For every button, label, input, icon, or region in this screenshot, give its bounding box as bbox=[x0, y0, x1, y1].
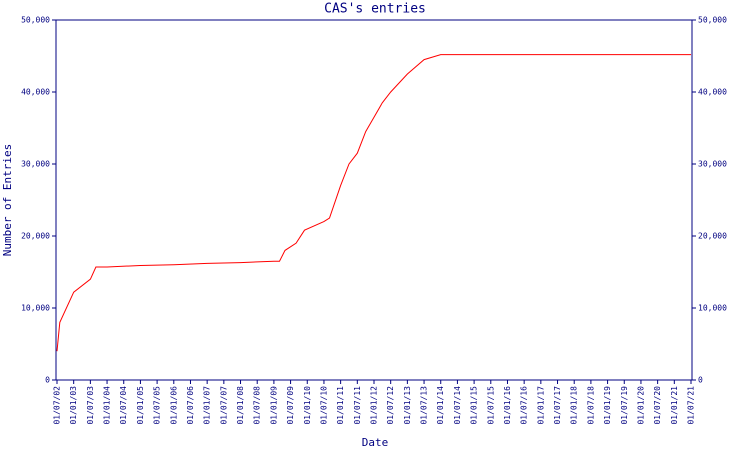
x-tick-label: 01/07/19 bbox=[620, 386, 629, 425]
x-tick-label: 01/01/03 bbox=[69, 386, 78, 425]
x-tick-label: 01/07/09 bbox=[286, 386, 295, 425]
x-tick-label: 01/07/17 bbox=[553, 386, 562, 425]
x-tick-label: 01/01/04 bbox=[103, 386, 112, 425]
y-tick-label: 30,000 bbox=[21, 160, 50, 169]
y-tick-label: 20,000 bbox=[21, 232, 50, 241]
x-tick-label: 01/07/16 bbox=[520, 386, 529, 425]
x-tick-label: 01/07/11 bbox=[353, 386, 362, 425]
x-tick-label: 01/07/20 bbox=[653, 386, 662, 425]
x-tick-label: 01/01/10 bbox=[303, 386, 312, 425]
y-tick-label: 50,000 bbox=[21, 16, 50, 25]
y-tick-label: 0 bbox=[45, 376, 50, 385]
x-tick-label: 01/01/21 bbox=[670, 386, 679, 425]
x-tick-label: 01/07/04 bbox=[119, 386, 128, 425]
x-tick-label: 01/07/14 bbox=[453, 386, 462, 425]
x-tick-label: 01/07/13 bbox=[420, 386, 429, 425]
x-tick-label: 01/01/17 bbox=[536, 386, 545, 425]
x-tick-label: 01/01/20 bbox=[636, 386, 645, 425]
x-tick-label: 01/07/08 bbox=[253, 386, 262, 425]
y2-tick-label: 30,000 bbox=[698, 160, 727, 169]
y2-tick-label: 50,000 bbox=[698, 16, 727, 25]
x-tick-label: 01/01/12 bbox=[370, 386, 379, 425]
x-tick-label: 01/07/10 bbox=[319, 386, 328, 425]
x-tick-label: 01/01/15 bbox=[470, 386, 479, 425]
x-tick-label: 01/07/15 bbox=[486, 386, 495, 425]
x-tick-label: 01/01/13 bbox=[403, 386, 412, 425]
x-tick-label: 01/01/06 bbox=[169, 386, 178, 425]
x-tick-label: 01/01/07 bbox=[203, 386, 212, 425]
x-tick-label: 01/07/06 bbox=[186, 386, 195, 425]
y2-tick-label: 40,000 bbox=[698, 88, 727, 97]
x-tick-label: 01/01/18 bbox=[570, 386, 579, 425]
x-tick-label: 01/01/08 bbox=[236, 386, 245, 425]
x-axis-title: Date bbox=[362, 436, 389, 449]
x-tick-label: 01/07/07 bbox=[219, 386, 228, 425]
x-tick-label: 01/01/16 bbox=[503, 386, 512, 425]
y2-tick-label: 10,000 bbox=[698, 304, 727, 313]
data-line bbox=[56, 54, 691, 352]
x-tick-label: 01/07/02 bbox=[53, 386, 62, 425]
x-tick-label: 01/07/21 bbox=[687, 386, 696, 425]
x-tick-label: 01/01/14 bbox=[436, 386, 445, 425]
x-tick-label: 01/01/11 bbox=[336, 386, 345, 425]
y-tick-label: 40,000 bbox=[21, 88, 50, 97]
chart-title: CAS's entries bbox=[324, 2, 426, 17]
x-tick-label: 01/07/05 bbox=[153, 386, 162, 425]
x-tick-label: 01/01/19 bbox=[603, 386, 612, 425]
y-tick-label: 10,000 bbox=[21, 304, 50, 313]
x-tick-label: 01/07/18 bbox=[586, 386, 595, 425]
plot-frame bbox=[55, 19, 693, 381]
y-axis-title: Number of Entries bbox=[1, 144, 14, 257]
y2-tick-label: 20,000 bbox=[698, 232, 727, 241]
x-tick-label: 01/01/05 bbox=[136, 386, 145, 425]
y2-tick-label: 0 bbox=[698, 376, 703, 385]
x-tick-label: 01/01/09 bbox=[269, 386, 278, 425]
x-tick-label: 01/07/03 bbox=[86, 386, 95, 425]
x-tick-label: 01/07/12 bbox=[386, 386, 395, 425]
